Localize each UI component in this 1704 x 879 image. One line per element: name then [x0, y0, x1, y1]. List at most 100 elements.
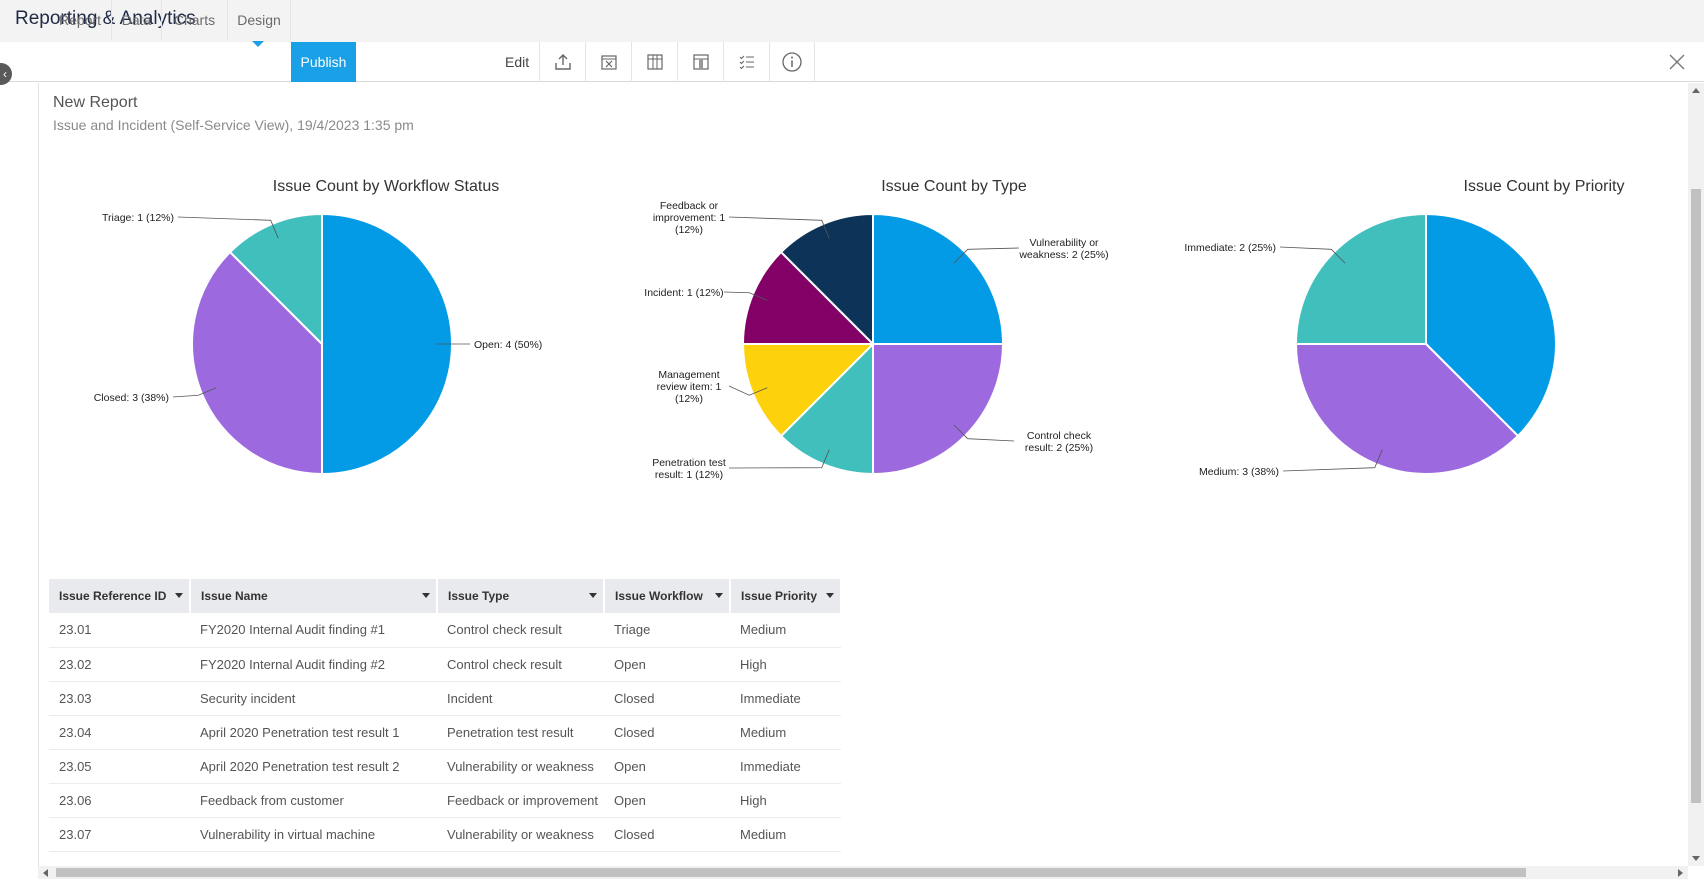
sort-caret-icon[interactable] — [175, 593, 183, 598]
column-header-issue-priority[interactable]: Issue Priority — [730, 579, 842, 613]
sort-caret-icon[interactable] — [589, 593, 597, 598]
column-header-issue-type[interactable]: Issue Type — [437, 579, 605, 613]
issues-table: Issue Reference ID Issue Name Issue Type… — [49, 579, 842, 852]
pie-label-leader — [172, 387, 217, 398]
pie-label-leader — [723, 291, 768, 301]
pie-slice-immediate[interactable] — [1294, 212, 1427, 345]
scroll-left-icon[interactable] — [43, 869, 48, 877]
table-cell: Medium — [730, 715, 841, 750]
info-icon[interactable] — [769, 42, 815, 82]
edit-button[interactable]: Edit — [505, 54, 530, 70]
table-cell: Control check result — [437, 647, 604, 682]
sort-caret-icon[interactable] — [422, 593, 430, 598]
sort-caret-icon[interactable] — [826, 593, 834, 598]
pie-label-leader — [953, 424, 1015, 442]
table-cell: Medium — [730, 613, 841, 648]
export-icon[interactable] — [539, 42, 585, 82]
table-cell: Vulnerability in virtual machine — [190, 817, 437, 852]
table-cell: Vulnerability or weakness — [437, 749, 604, 784]
table-cell: Triage — [604, 613, 730, 648]
scroll-right-icon[interactable] — [1678, 869, 1683, 877]
pie-slice-label: Management review item: 1 (12%) — [657, 369, 722, 405]
table-cell: April 2020 Penetration test result 1 — [190, 715, 437, 750]
table-cell: Medium — [730, 817, 841, 852]
pie-label-leader — [177, 216, 279, 239]
pie-label-leader — [728, 385, 768, 396]
toolbar — [0, 42, 1704, 82]
chart-title-workflow: Issue Count by Workflow Status — [272, 178, 500, 195]
tab-charts[interactable]: Charts — [162, 0, 228, 40]
column-header-issue-name[interactable]: Issue Name — [190, 579, 438, 613]
collapse-sidebar-icon[interactable]: ‹ — [0, 63, 12, 85]
tab-report[interactable]: Report — [49, 0, 112, 40]
scroll-up-icon[interactable] — [1692, 88, 1700, 93]
column-header-issue-workflow[interactable]: Issue Workflow — [604, 579, 731, 613]
table-row[interactable]: 23.04 April 2020 Penetration test result … — [49, 715, 841, 750]
report-title: New Report — [53, 94, 138, 111]
report-canvas: New Report Issue and Incident (Self-Serv… — [38, 83, 1688, 866]
table-row[interactable]: 23.06 Feedback from customer Feedback or i… — [49, 783, 841, 818]
pie-label-leader — [1282, 449, 1383, 472]
pie-slice-label: Vulnerability or weakness: 2 (25%) — [1018, 237, 1108, 261]
excel-icon[interactable] — [585, 42, 631, 82]
chart-title-type: Issue Count by Type — [881, 178, 1027, 195]
table-row[interactable]: 23.01 FY2020 Internal Audit finding #1 Con… — [49, 613, 841, 648]
table-cell: Closed — [604, 817, 730, 852]
pie-slice-open[interactable] — [321, 212, 453, 476]
table-cell: Closed — [604, 715, 730, 750]
table-cell: Feedback from customer — [190, 783, 437, 818]
table-cell: 23.06 — [49, 783, 190, 818]
pie-slice-control-check-result[interactable] — [872, 343, 1005, 476]
chart-title-priority: Issue Count by Priority — [1463, 178, 1625, 195]
table-cell: High — [730, 783, 841, 818]
pie-slice-label: Incident: 1 (12%) — [644, 287, 723, 299]
table-cell: High — [730, 647, 841, 682]
table-cell: Open — [604, 647, 730, 682]
table-cell: Incident — [437, 681, 604, 716]
pie-slice-high[interactable] — [1425, 212, 1557, 438]
app-title: Reporting & Analytics — [15, 8, 196, 29]
table-cell: FY2020 Internal Audit finding #2 — [190, 647, 437, 682]
table-cell: Vulnerability or weakness — [437, 817, 604, 852]
table-cell: 23.01 — [49, 613, 190, 648]
table-cell: 23.07 — [49, 817, 190, 852]
table-cell: 23.04 — [49, 715, 190, 750]
table-cell: April 2020 Penetration test result 2 — [190, 749, 437, 784]
table-cell: FY2020 Internal Audit finding #1 — [190, 613, 437, 648]
sort-caret-icon[interactable] — [715, 593, 723, 598]
table-row[interactable]: 23.03 Security incident Incident Closed Imme… — [49, 681, 841, 716]
tab-data[interactable]: Data — [112, 0, 162, 40]
table-cell: Closed — [604, 681, 730, 716]
table-cell: Immediate — [730, 749, 841, 784]
horizontal-scroll-thumb[interactable] — [56, 868, 1526, 877]
pie-slice-label: Closed: 3 (38%) — [94, 392, 169, 404]
table-cell: Control check result — [437, 613, 604, 648]
vertical-scroll-thumb[interactable] — [1691, 189, 1701, 803]
pie-slice-label: Open: 4 (50%) — [474, 339, 542, 351]
layout-icon[interactable] — [677, 42, 723, 82]
report-subtitle: Issue and Incident (Self-Service View), … — [53, 117, 414, 133]
tab-publish[interactable]: Publish — [291, 42, 356, 82]
column-header-reference-id[interactable]: Issue Reference ID — [49, 579, 191, 613]
list-icon[interactable] — [723, 42, 769, 82]
pie-slice-label: Triage: 1 (12%) — [102, 212, 174, 224]
table-row[interactable]: 23.05 April 2020 Penetration test result … — [49, 749, 841, 784]
pie-slice-vulnerability-or-weakness[interactable] — [872, 212, 1005, 345]
active-tab-indicator — [252, 41, 264, 47]
pie-slice-label: Feedback or improvement: 1 (12%) — [653, 200, 726, 236]
columns-icon[interactable] — [631, 42, 677, 82]
tab-design[interactable]: Design — [228, 0, 291, 40]
pie-slice-label: Immediate: 2 (25%) — [1184, 242, 1276, 254]
table-cell: Penetration test result — [437, 715, 604, 750]
table-cell: Feedback or improvement — [437, 783, 604, 818]
table-cell: Immediate — [730, 681, 841, 716]
close-icon[interactable] — [1667, 52, 1687, 72]
table-cell: Open — [604, 783, 730, 818]
horizontal-scrollbar[interactable] — [38, 866, 1688, 879]
table-row[interactable]: 23.07 Vulnerability in virtual machine Vul… — [49, 817, 841, 852]
table-row[interactable]: 23.02 FY2020 Internal Audit finding #2 Con… — [49, 647, 841, 682]
scroll-down-icon[interactable] — [1692, 856, 1700, 861]
table-cell: 23.05 — [49, 749, 190, 784]
vertical-scrollbar[interactable] — [1688, 83, 1704, 866]
pie-slice-label: Medium: 3 (38%) — [1199, 466, 1279, 478]
